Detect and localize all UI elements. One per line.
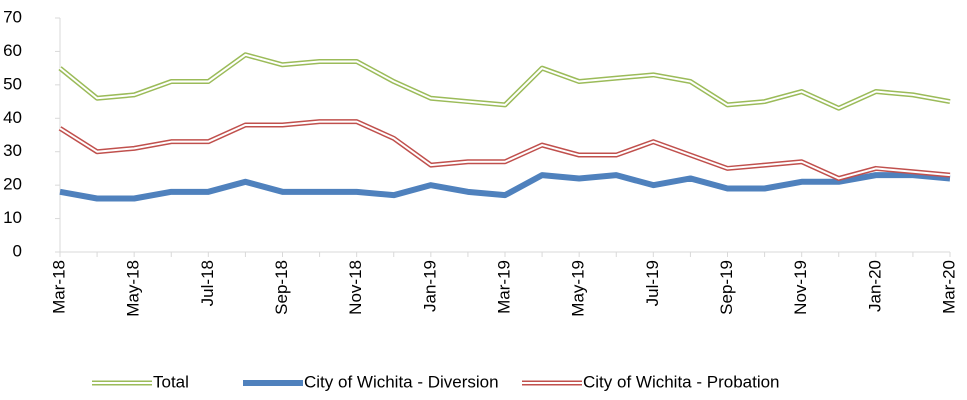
x-tick-label: Jan-19 (420, 260, 439, 312)
legend-label: City of Wichita - Probation (583, 372, 780, 391)
x-tick-label: Jul-18 (198, 260, 217, 306)
x-tick-label: May-19 (569, 260, 588, 317)
y-tick-label: 50 (3, 74, 22, 93)
legend-label: Total (153, 372, 189, 391)
x-tick-label: Mar-18 (49, 260, 68, 314)
series-line (59, 172, 951, 202)
x-tick-label: Nov-19 (791, 260, 810, 315)
legend-label: City of Wichita - Diversion (304, 372, 499, 391)
y-tick-label: 30 (3, 141, 22, 160)
x-tick-label: Sep-19 (717, 260, 736, 315)
y-tick-label: 40 (3, 108, 22, 127)
x-tick-label: Jan-20 (865, 260, 884, 312)
y-tick-label: 0 (13, 241, 22, 260)
x-tick-label: Nov-18 (346, 260, 365, 315)
y-tick-label: 70 (3, 7, 22, 26)
x-tick-label: Jul-19 (643, 260, 662, 306)
y-tick-label: 10 (3, 208, 22, 227)
series-line-inner (59, 53, 951, 110)
x-tick-label: May-18 (124, 260, 143, 317)
x-tick-label: Mar-19 (494, 260, 513, 314)
series-line (58, 119, 951, 181)
series-line-inner (59, 120, 951, 180)
y-tick-label: 60 (3, 41, 22, 60)
x-tick-label: Mar-20 (939, 260, 958, 314)
y-tick-label: 20 (3, 175, 22, 194)
x-tick-label: Sep-18 (272, 260, 291, 315)
